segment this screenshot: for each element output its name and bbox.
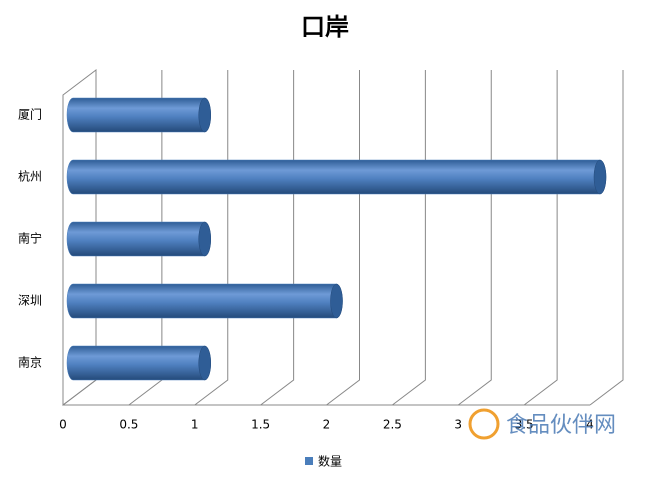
- watermark-text: 食品伙伴网: [506, 413, 616, 438]
- grid-line: [392, 70, 426, 406]
- x-tick-label: 2.5: [383, 418, 402, 432]
- grid-line: [326, 70, 360, 406]
- watermark-icon: [468, 408, 500, 440]
- bar-cap: [330, 283, 343, 319]
- x-tick-label: 1.5: [251, 418, 270, 432]
- grid-line: [457, 70, 492, 406]
- chart-title: 口岸: [301, 13, 349, 41]
- bar: [66, 345, 211, 381]
- y-tick-label: 深圳: [18, 294, 42, 308]
- grid-line: [260, 70, 295, 406]
- y-tick-label: 厦门: [18, 107, 42, 122]
- y-tick-label: 杭州: [18, 169, 42, 184]
- bar: [66, 221, 211, 257]
- x-tick-label: 3: [454, 418, 462, 432]
- x-tick-label: 1: [191, 418, 199, 432]
- y-tick-label: 南京: [18, 355, 42, 370]
- bar-cap: [593, 159, 607, 195]
- x-tick-label: 4: [586, 418, 594, 432]
- bar: [66, 159, 607, 195]
- x-tick-label: 3.5: [515, 418, 534, 432]
- legend-swatch: [305, 457, 313, 465]
- x-tick-label: 0: [59, 418, 67, 432]
- bar-cap: [198, 345, 211, 381]
- bar-cap: [198, 97, 211, 133]
- legend-label: 数量: [318, 454, 342, 469]
- watermark: 食品伙伴网: [468, 408, 616, 440]
- bar: [66, 97, 211, 133]
- grid-line: [589, 70, 624, 406]
- x-tick-label: 2: [323, 418, 331, 432]
- bar-cap: [198, 221, 211, 257]
- bar: [66, 283, 343, 319]
- y-tick-label: 南宁: [18, 231, 42, 246]
- x-tick-label: 0.5: [119, 418, 138, 432]
- grid-line: [523, 70, 558, 406]
